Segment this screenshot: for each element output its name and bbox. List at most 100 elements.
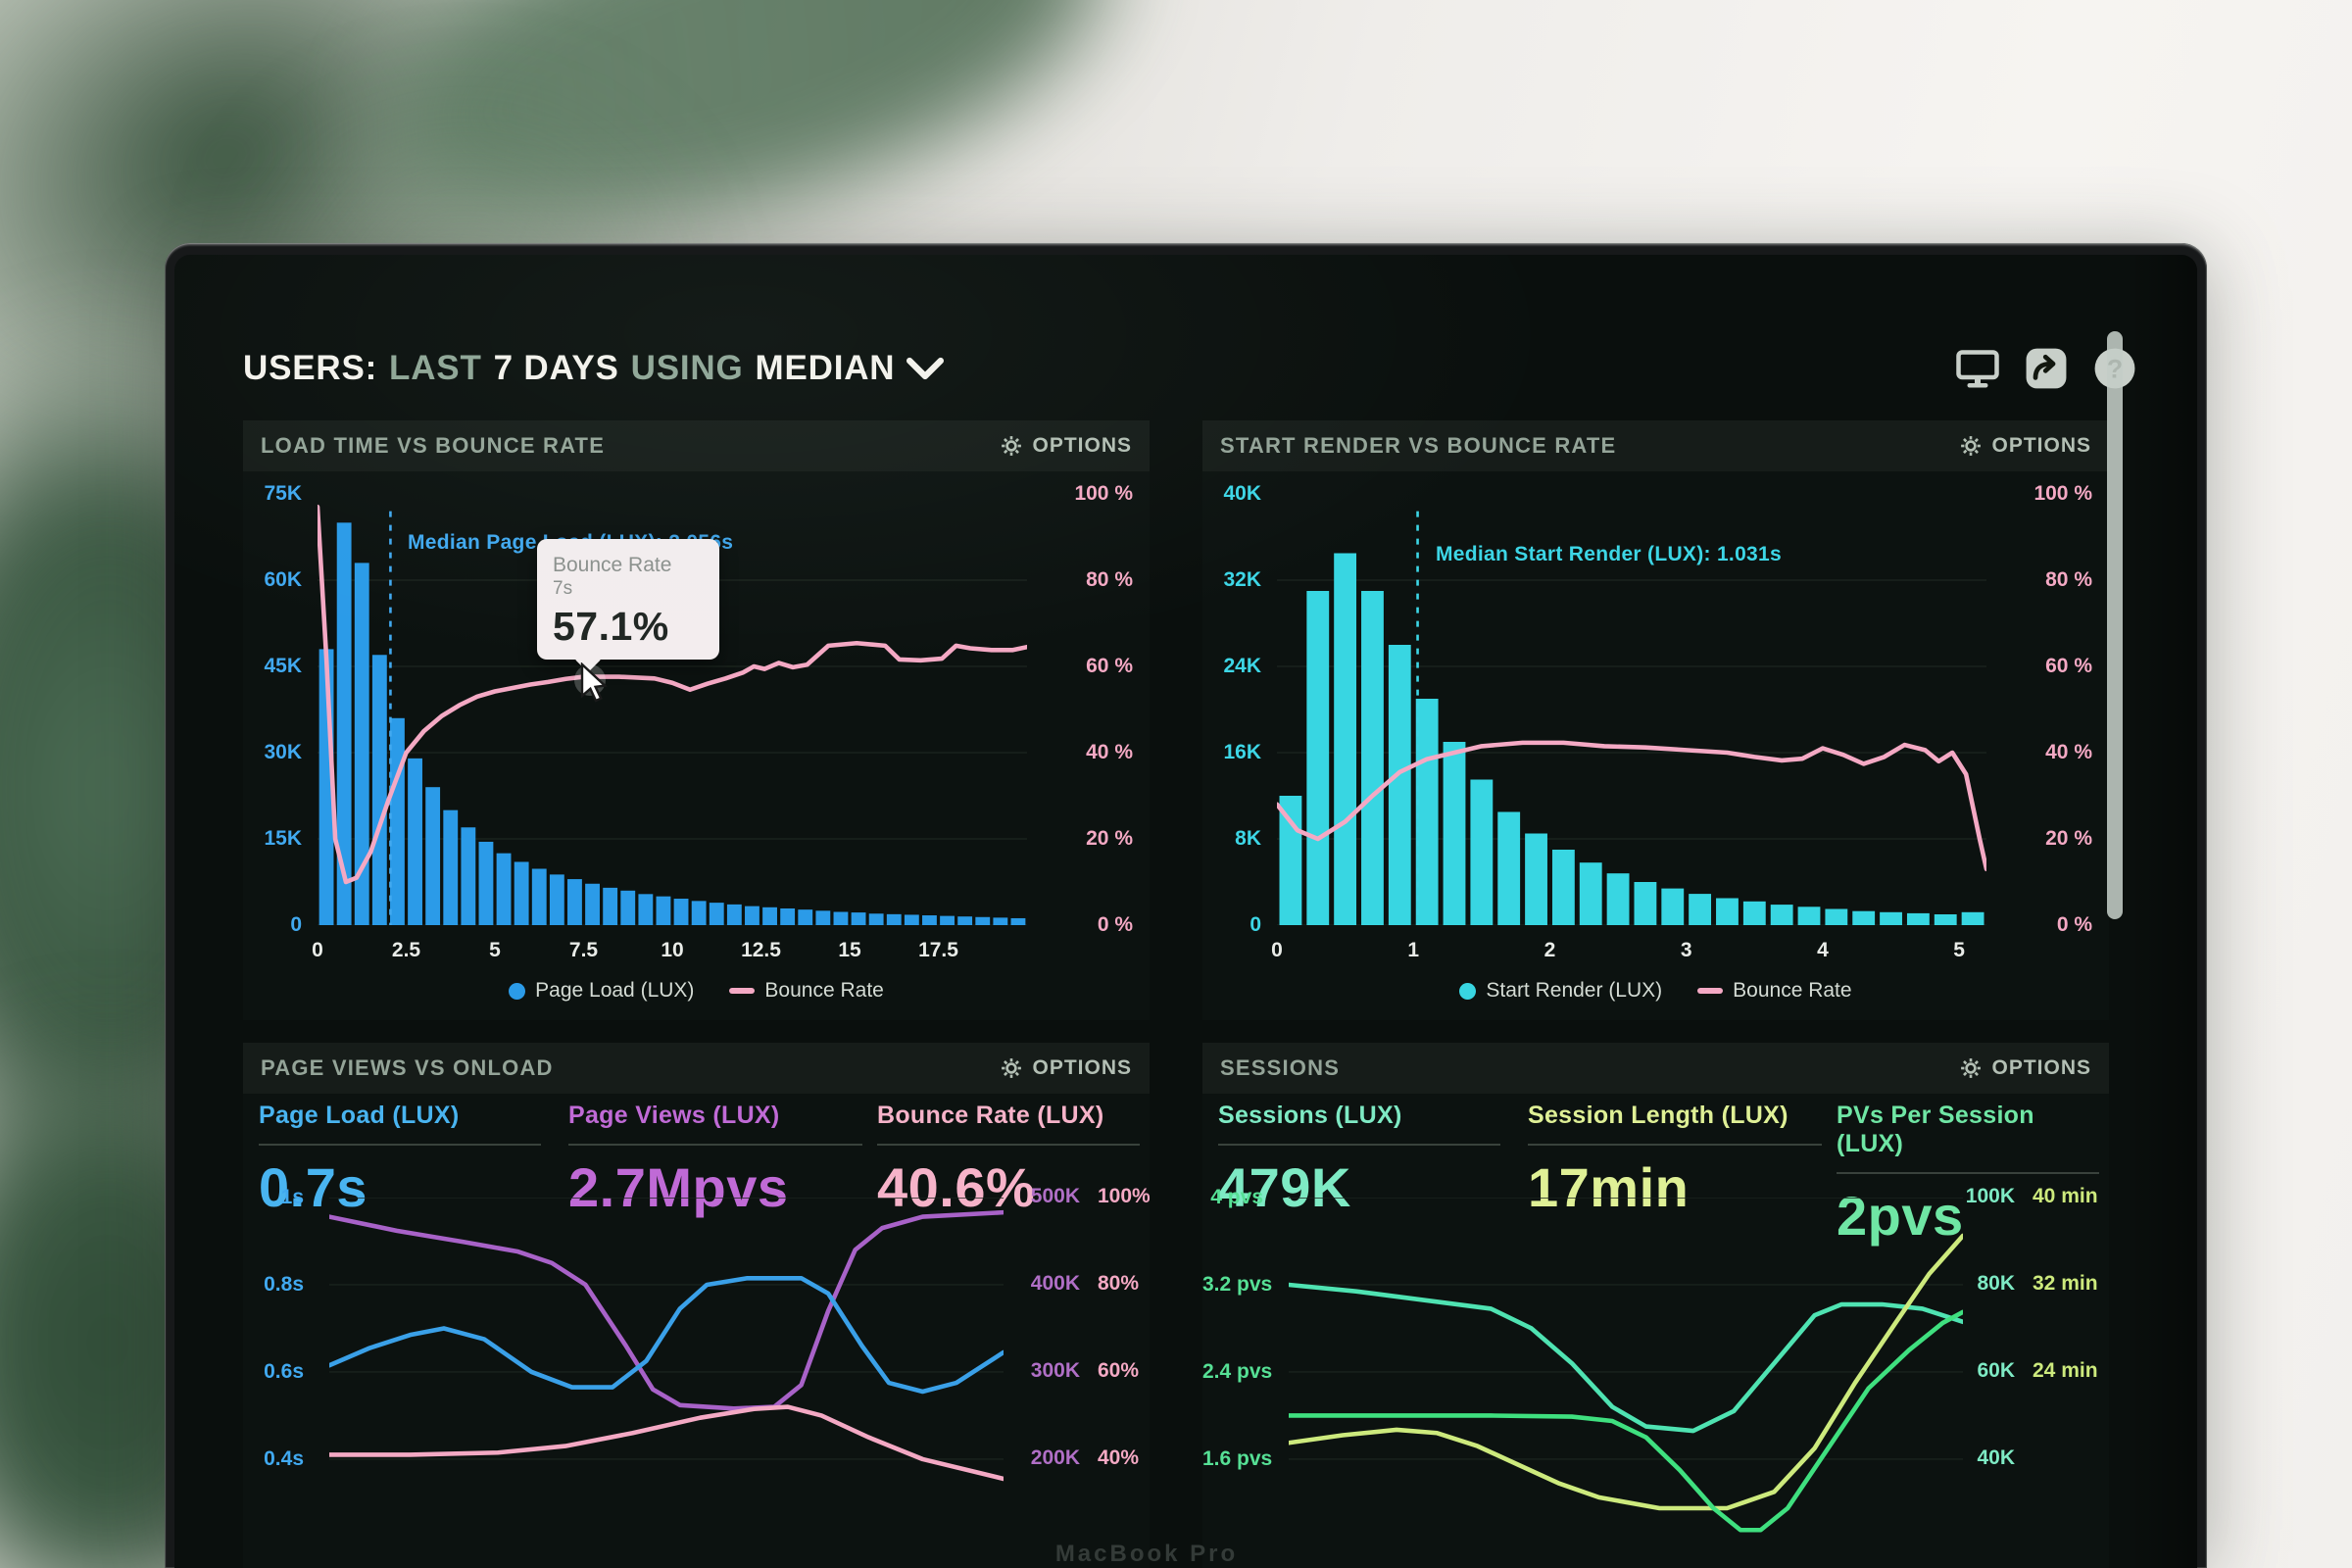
title-using: USING (630, 349, 744, 387)
tick-label: 60K (1977, 1359, 2015, 1382)
options-button[interactable]: OPTIONS (1960, 1056, 2091, 1080)
tick-label: 0 (1250, 913, 1261, 936)
tick-label: 100% (1098, 1185, 1150, 1207)
gear-icon (1002, 1058, 1022, 1078)
tooltip-title: Bounce Rate (553, 554, 672, 576)
x-axis: 0 1 2 3 4 5 (1271, 939, 1986, 966)
tick-label: 2.5 (391, 939, 421, 961)
mouse-cursor-icon (574, 662, 613, 710)
tick-label: 80 % (2045, 568, 2092, 591)
metric-page-views: Page Views (LUX) 2.7Mpvs (568, 1102, 862, 1219)
header-icons: ? (1954, 345, 2138, 392)
panel-title: PAGE VIEWS VS ONLOAD (261, 1055, 554, 1080)
dashboard-header: USERS: LAST 7 DAYS USING MEDIAN ? (243, 341, 2138, 396)
metric-label: Page Load (LUX) (259, 1102, 460, 1129)
laptop-brand-text: MacBook Pro (1054, 1541, 1239, 1567)
metric-label: Sessions (LUX) (1218, 1102, 1402, 1129)
tick-label: 12.5 (741, 939, 781, 961)
chevron-down-icon (906, 357, 945, 380)
metric-label: Session Length (LUX) (1528, 1102, 1788, 1129)
tick-label: 75K (264, 482, 302, 505)
tick-label: 100K (1965, 1185, 2015, 1207)
chart-load-time: 75K 60K 45K 30K 15K 0 Median Page Load (LUX):… (243, 471, 1150, 1020)
tick-label: 60K (264, 568, 302, 591)
scrollbar-thumb[interactable] (2107, 331, 2123, 919)
tick-label: 100 % (1074, 482, 1133, 505)
users-range-dropdown[interactable]: USERS: LAST 7 DAYS USING MEDIAN (243, 349, 945, 388)
tick-label: 80K (1977, 1272, 2015, 1295)
legend-label: Bounce Rate (764, 979, 884, 1002)
legend-label: Start Render (LUX) (1486, 979, 1663, 1002)
legend: Start Render (LUX) Bounce Rate (1202, 979, 2109, 1003)
legend-item-line[interactable]: Bounce Rate (1676, 979, 1852, 1003)
gear-icon (1002, 436, 1022, 456)
metric-sessions: Sessions (LUX) 479K (1218, 1102, 1500, 1219)
metric-label: PVs Per Session (LUX) (1837, 1102, 2034, 1157)
tick-row: 200K 40% (1017, 1446, 1150, 1470)
legend-dot-icon (509, 982, 526, 1000)
tick-label: 20 % (2045, 827, 2092, 850)
metric-value: 0.7s (259, 1156, 368, 1218)
tick-label: 24K (1223, 655, 1261, 677)
tick-row: 400K 80% (1017, 1272, 1150, 1296)
options-button[interactable]: OPTIONS (1960, 434, 2091, 458)
tick-label: 45K (264, 655, 302, 677)
plot-area: Median Page Load (LUX): 2.056s Bounce Ra… (318, 494, 1027, 925)
metric-page-load: Page Load (LUX) 0.7s (259, 1102, 541, 1219)
tick-label: 15 (838, 939, 861, 961)
panel-header: PAGE VIEWS VS ONLOAD OPTIONS (243, 1043, 1150, 1094)
options-label: OPTIONS (1032, 434, 1132, 457)
options-label: OPTIONS (1991, 434, 2091, 457)
y-axis-left: 1s 0.8s 0.6s 0.4s (243, 1186, 316, 1568)
legend-item-line[interactable]: Bounce Rate (708, 979, 884, 1003)
tick-label: 3.2 pvs (1202, 1273, 1273, 1296)
plot-area: Median Start Render (LUX): 1.031s (1277, 494, 1986, 925)
chart-sessions: 4 pvs 3.2 pvs 2.4 pvs 1.6 pvs 100K 40 min 80K… (1202, 1094, 2109, 1568)
tick-label: 0 (312, 939, 323, 961)
panel-title: SESSIONS (1220, 1055, 1341, 1080)
tick-label: 0.4s (264, 1447, 304, 1470)
plot-area (329, 1198, 1004, 1568)
tick-label: 80 % (1086, 568, 1133, 591)
y-axis-right: 100 % 80 % 60 % 40 % 20 % 0 % (1998, 482, 2092, 936)
options-button[interactable]: OPTIONS (1001, 1056, 1132, 1080)
panel-header: LOAD TIME VS BOUNCE RATE OPTIONS (243, 420, 1150, 471)
y-axis-right: 500K 100% 400K 80% 300K 60% 200K 40% (1017, 1185, 1150, 1568)
metric-value: 2pvs (1837, 1185, 1964, 1247)
chart-start-render: 40K 32K 24K 16K 8K 0 Median Start Render (LUX… (1202, 471, 2109, 1020)
chart-canvas (329, 1198, 1004, 1568)
tick-label: 60 % (2045, 655, 2092, 677)
chart-canvas (318, 494, 1027, 925)
legend-dot-icon (1459, 982, 1477, 1000)
plot-area (1289, 1198, 1963, 1568)
tick-label: 400K (1030, 1272, 1080, 1295)
metric-value: 17min (1528, 1156, 1690, 1218)
tick-label: 0 % (1097, 913, 1133, 936)
tick-label: 40K (1977, 1446, 2015, 1469)
tick-label: 1 (1407, 939, 1420, 961)
tick-label: 0 % (2056, 913, 2092, 936)
panel-title: LOAD TIME VS BOUNCE RATE (261, 433, 606, 458)
metric-pvs-per-session: PVs Per Session (LUX) 2pvs (1837, 1102, 2099, 1248)
legend-dash-icon (1697, 988, 1724, 994)
legend-label: Page Load (LUX) (535, 979, 695, 1002)
tick-label: 32K (1223, 568, 1261, 591)
tick-row: 40K (1952, 1446, 2109, 1470)
tick-label: 0.6s (264, 1360, 304, 1383)
tick-label: 80% (1098, 1272, 1140, 1295)
panel-start-render-vs-bounce-rate: START RENDER VS BOUNCE RATE OPTIONS 40K 3… (1202, 420, 2109, 1020)
legend-item-bars[interactable]: Start Render (LUX) (1459, 979, 1662, 1003)
tick-label: 60 % (1086, 655, 1133, 677)
tick-label: 0 (1271, 939, 1283, 961)
display-icon[interactable] (1954, 345, 2001, 392)
tick-row: 80K 32 min (1952, 1272, 2109, 1296)
legend-item-bars[interactable]: Page Load (LUX) (509, 979, 694, 1003)
options-button[interactable]: OPTIONS (1001, 434, 1132, 458)
share-icon[interactable] (2023, 345, 2070, 392)
metric-divider (1837, 1172, 2099, 1174)
tick-label: 40% (1098, 1446, 1140, 1469)
y-axis-left: 4 pvs 3.2 pvs 2.4 pvs 1.6 pvs (1202, 1186, 1275, 1568)
y-axis-left: 40K 32K 24K 16K 8K 0 (1202, 482, 1261, 936)
tick-label: 20 % (1086, 827, 1133, 850)
